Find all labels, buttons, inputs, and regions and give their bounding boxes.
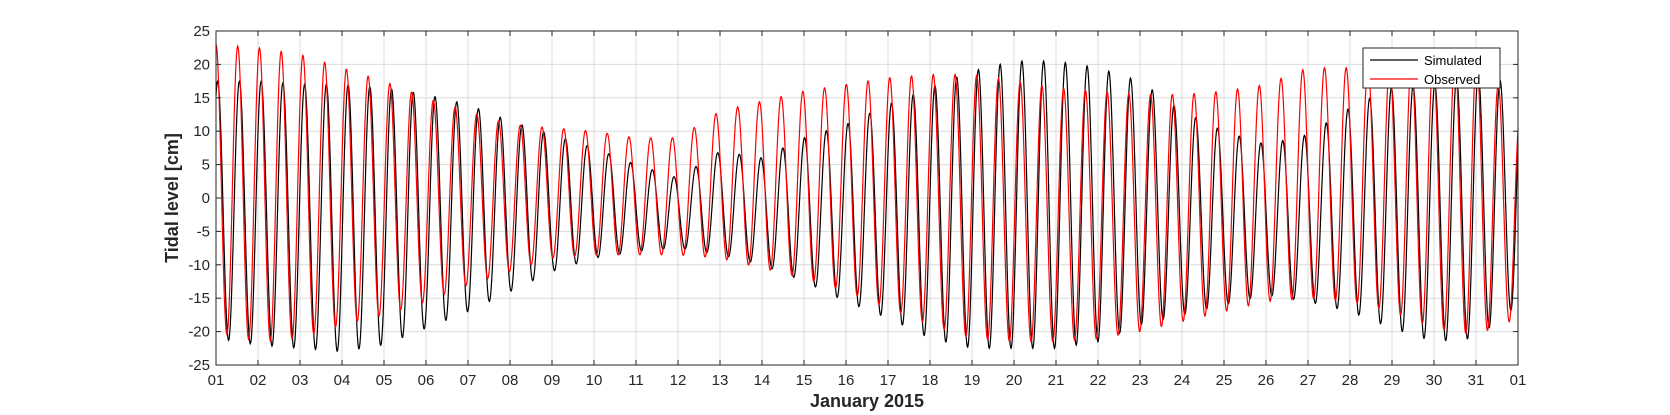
x-tick-label: 07	[460, 372, 477, 389]
x-tick-label: 04	[334, 372, 351, 389]
x-tick-label: 06	[418, 372, 435, 389]
x-tick-label: 29	[1384, 372, 1401, 389]
x-tick-label: 25	[1216, 372, 1233, 389]
y-tick-label: 0	[202, 190, 210, 207]
y-tick-label: 10	[193, 123, 210, 140]
x-tick-label: 14	[754, 372, 771, 389]
x-tick-label: 21	[1048, 372, 1065, 389]
x-axis-title: January 2015	[810, 391, 924, 411]
x-tick-label: 12	[670, 372, 687, 389]
y-tick-label: 15	[193, 90, 210, 107]
x-tick-label: 31	[1468, 372, 1485, 389]
axis-ticks: 01 02 03 04 05 06 07 08 09 10 11 12 13 14 15 16 17 18 19 20…	[188, 23, 1526, 389]
legend: Simulated Observed	[1362, 47, 1501, 89]
x-tick-label: 03	[292, 372, 309, 389]
legend-label-observed: Observed	[1424, 72, 1480, 87]
x-tick-label: 23	[1132, 372, 1149, 389]
series-line-simulated	[215, 59, 1519, 353]
y-tick-label: -20	[188, 324, 210, 341]
x-tick-label: 11	[628, 372, 644, 389]
x-tick-label: 01	[208, 372, 225, 389]
x-tick-label: 01	[1510, 372, 1527, 389]
y-tick-label: 25	[193, 23, 210, 40]
x-tick-label: 19	[964, 372, 981, 389]
series-lines	[215, 44, 1519, 353]
y-tick-label: -5	[197, 223, 210, 240]
x-tick-label: 15	[796, 372, 813, 389]
x-tick-label: 20	[1006, 372, 1023, 389]
x-tick-label: 13	[712, 372, 729, 389]
x-tick-label: 09	[544, 372, 561, 389]
x-tick-label: 28	[1342, 372, 1359, 389]
x-tick-label: 10	[586, 372, 603, 389]
x-tick-label: 27	[1300, 372, 1317, 389]
x-tick-label: 24	[1174, 372, 1191, 389]
x-tick-label: 02	[250, 372, 267, 389]
y-tick-label: -10	[188, 257, 210, 274]
x-tick-label: 05	[376, 372, 393, 389]
x-tick-label: 16	[838, 372, 855, 389]
x-tick-label: 08	[502, 372, 519, 389]
y-tick-label: 20	[193, 56, 210, 73]
legend-box	[1362, 47, 1501, 89]
y-tick-label: 5	[202, 157, 210, 174]
legend-label-simulated: Simulated	[1424, 53, 1482, 68]
y-tick-label: -15	[188, 290, 210, 307]
series-line-observed	[215, 44, 1519, 344]
x-tick-label: 18	[922, 372, 939, 389]
y-axis-title: Tidal level [cm]	[162, 133, 182, 263]
x-tick-label: 30	[1426, 372, 1443, 389]
x-tick-label: 17	[880, 372, 897, 389]
x-tick-label: 26	[1258, 372, 1275, 389]
x-tick-label: 22	[1090, 372, 1107, 389]
y-tick-label: -25	[188, 357, 210, 374]
